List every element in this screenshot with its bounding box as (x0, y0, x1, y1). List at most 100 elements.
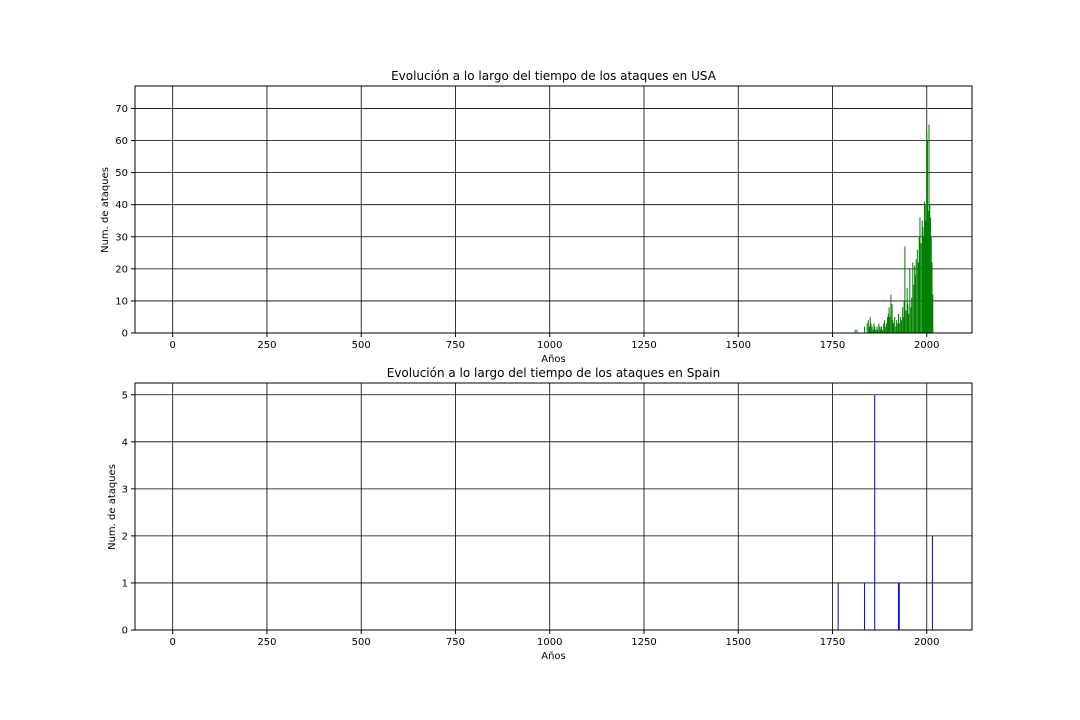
y-tick-label: 60 (115, 136, 128, 147)
y-tick-label: 0 (122, 329, 128, 340)
bar (874, 394, 876, 630)
bar (894, 316, 896, 333)
bar (879, 326, 881, 333)
bar (926, 130, 928, 333)
bar (887, 316, 889, 333)
bar (902, 307, 904, 333)
bar (909, 268, 911, 333)
bar (923, 201, 925, 333)
x-tick-label: 1500 (726, 637, 751, 648)
bar (882, 329, 884, 333)
bar (900, 320, 902, 333)
bar (895, 326, 897, 333)
bar (898, 582, 900, 630)
bar (930, 217, 932, 333)
x-tick-label: 1750 (820, 340, 845, 351)
bar (914, 275, 916, 333)
x-tick-label: 500 (352, 637, 371, 648)
y-axis-label: Num. de ataques (100, 167, 111, 253)
bar (890, 294, 892, 333)
x-tick-label: 1500 (726, 340, 751, 351)
bar (921, 220, 923, 333)
bar (902, 316, 904, 333)
bar (910, 307, 912, 333)
bar (867, 320, 869, 333)
x-tick-label: 2000 (914, 637, 939, 648)
bar (897, 582, 899, 630)
bar (905, 310, 907, 333)
bar (914, 265, 916, 333)
bar (868, 326, 870, 333)
x-tick-label: 1250 (631, 340, 656, 351)
bar (869, 316, 871, 333)
bar (899, 323, 901, 333)
bar (878, 323, 880, 333)
y-tick-label: 10 (115, 296, 128, 307)
bar (920, 243, 922, 333)
bar (881, 326, 883, 333)
y-tick-label: 20 (115, 264, 128, 275)
bar (918, 236, 920, 333)
bar (897, 313, 899, 333)
plot-area (135, 383, 972, 630)
bar (919, 217, 921, 333)
bar (931, 262, 933, 333)
bar (908, 313, 910, 333)
x-tick-label: 1250 (631, 637, 656, 648)
bar (864, 326, 866, 333)
chart-title: Evolución a lo largo del tiempo de los a… (391, 69, 717, 83)
bar (899, 316, 901, 333)
bar (884, 320, 886, 333)
bar (911, 297, 913, 333)
y-tick-label: 40 (115, 200, 128, 211)
chart-title: Evolución a lo largo del tiempo de los a… (387, 366, 721, 380)
bar (927, 211, 929, 333)
bar (924, 204, 926, 333)
chart-spain: Evolución a lo largo del tiempo de los a… (107, 366, 973, 662)
bar (932, 294, 934, 333)
x-axis-label: Años (541, 354, 566, 365)
bar (931, 535, 933, 630)
x-axis-label: Años (541, 651, 566, 662)
bar (880, 329, 882, 333)
bar (907, 304, 909, 333)
bar (922, 227, 924, 333)
bar (906, 288, 908, 333)
plot-area (135, 86, 972, 333)
bar (904, 246, 906, 333)
bar (866, 323, 868, 333)
bar (885, 323, 887, 333)
x-tick-label: 0 (170, 340, 176, 351)
plot-frame (134, 85, 973, 334)
bar (854, 329, 856, 333)
y-axis-label: Num. de ataques (107, 464, 118, 550)
x-tick-label: 750 (446, 340, 465, 351)
x-tick-label: 250 (257, 340, 276, 351)
bar (864, 582, 866, 630)
y-tick-label: 4 (122, 437, 128, 448)
bar (929, 204, 931, 333)
x-tick-label: 0 (170, 637, 176, 648)
bar (873, 323, 875, 333)
bar (925, 220, 927, 333)
bar (888, 307, 890, 333)
x-tick-label: 1000 (537, 340, 562, 351)
x-tick-label: 500 (352, 340, 371, 351)
y-tick-label: 30 (115, 232, 128, 243)
bar (893, 323, 895, 333)
bar (837, 582, 839, 630)
bar (917, 262, 919, 333)
bar (887, 313, 889, 333)
bar (876, 326, 878, 333)
y-tick-label: 3 (122, 484, 128, 495)
bar (896, 323, 898, 333)
bar (915, 259, 917, 333)
bar (903, 300, 905, 333)
bar (891, 304, 893, 333)
bar (912, 262, 914, 333)
x-tick-label: 2000 (914, 340, 939, 351)
bar (913, 284, 915, 333)
x-tick-label: 1000 (537, 637, 562, 648)
x-tick-label: 750 (446, 637, 465, 648)
